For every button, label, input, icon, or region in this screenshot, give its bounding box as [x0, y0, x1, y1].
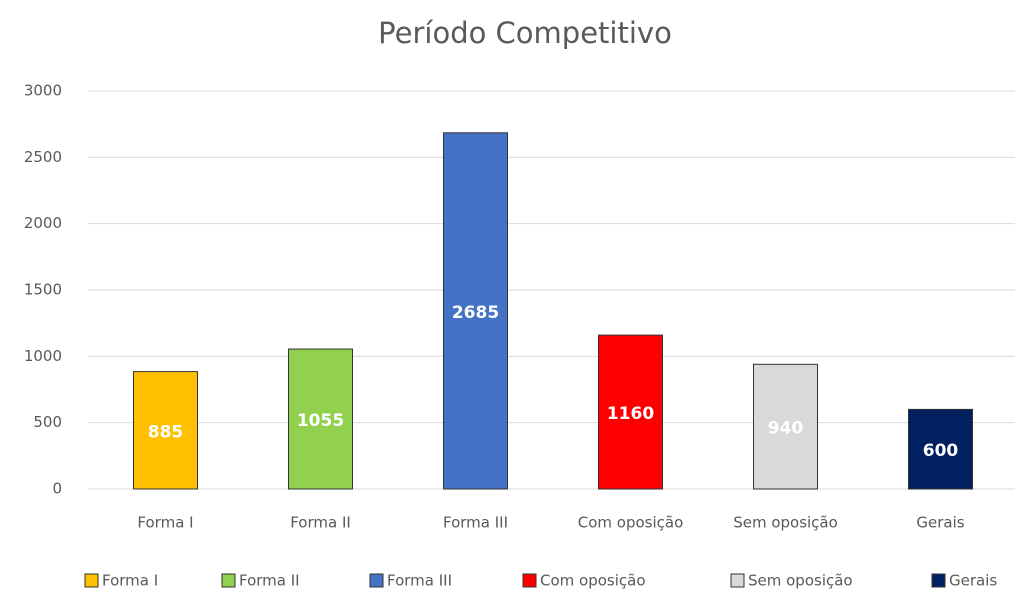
- legend-label: Sem oposição: [748, 572, 853, 590]
- value-label: 1055: [297, 411, 344, 431]
- bar: [443, 132, 508, 490]
- x-tick-label: Gerais: [916, 514, 964, 532]
- y-tick-label: 1000: [24, 347, 62, 365]
- y-tick-label: 3000: [24, 82, 62, 100]
- legend-swatch: [84, 573, 99, 588]
- value-label: 1160: [607, 404, 654, 424]
- value-label: 2685: [452, 303, 499, 323]
- x-tick-label: Sem oposição: [733, 514, 838, 532]
- legend-label: Com oposição: [540, 572, 646, 590]
- y-tick-label: 0: [52, 480, 62, 498]
- x-tick-label: Forma I: [137, 514, 193, 532]
- legend-swatch: [369, 573, 384, 588]
- legend-swatch: [931, 573, 946, 588]
- bar: [753, 363, 818, 490]
- legend-swatch: [522, 573, 537, 588]
- x-tick-label: Com oposição: [578, 514, 684, 532]
- y-tick-label: 500: [33, 413, 62, 431]
- x-tick-label: Forma II: [290, 514, 351, 532]
- y-tick-label: 2000: [24, 214, 62, 232]
- chart-title: Período Competitivo: [378, 16, 672, 50]
- value-label: 600: [923, 441, 959, 461]
- legend-label: Forma III: [387, 572, 452, 590]
- legend-swatch: [221, 573, 236, 588]
- bar: [908, 408, 973, 490]
- bar: [288, 348, 353, 490]
- value-label: 885: [148, 422, 184, 442]
- x-tick-label: Forma III: [443, 514, 508, 532]
- legend-label: Gerais: [949, 572, 997, 590]
- legend-swatch: [730, 573, 745, 588]
- bar: [133, 371, 198, 490]
- bar: [598, 334, 663, 490]
- legend-label: Forma II: [239, 572, 300, 590]
- y-tick-label: 2500: [24, 148, 62, 166]
- y-tick-label: 1500: [24, 281, 62, 299]
- value-label: 940: [768, 419, 804, 439]
- legend-label: Forma I: [102, 572, 158, 590]
